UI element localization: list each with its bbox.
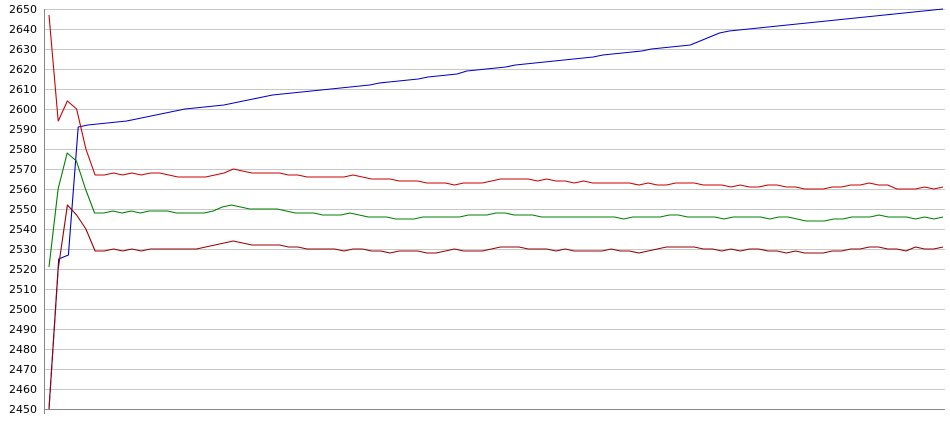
y-tick-label: 2490 [9, 323, 37, 336]
series-line-4 [48, 204, 944, 410]
y-tick-label: 2480 [9, 343, 37, 356]
series-line-1 [48, 8, 944, 410]
y-tick-label: 2520 [9, 263, 37, 276]
y-tick-label: 2620 [9, 63, 37, 76]
y-tick-label: 2650 [9, 3, 37, 16]
y-tick-label: 2640 [9, 23, 37, 36]
y-axis-tick-labels: 2450 2460 2470 2480 2490 2500 2510 2520 2530 2540… [9, 3, 37, 416]
y-tick-label: 2570 [9, 163, 37, 176]
y-tick-label: 2590 [9, 123, 37, 136]
y-tick-label: 2510 [9, 283, 37, 296]
y-tick-label: 2500 [9, 303, 37, 316]
series-line-2 [48, 14, 944, 190]
y-tick-label: 2530 [9, 243, 37, 256]
series-line-3 [48, 152, 944, 268]
series-lines [48, 8, 944, 410]
y-tick-label: 2560 [9, 183, 37, 196]
y-tick-label: 2630 [9, 43, 37, 56]
y-tick-label: 2540 [9, 223, 37, 236]
y-tick-label: 2470 [9, 363, 37, 376]
gridlines [44, 9, 945, 410]
y-tick-label: 2550 [9, 203, 37, 216]
y-tick-label: 2610 [9, 83, 37, 96]
y-tick-label: 2600 [9, 103, 37, 116]
y-tick-label: 2450 [9, 403, 37, 416]
y-tick-label: 2460 [9, 383, 37, 396]
y-tick-label: 2580 [9, 143, 37, 156]
